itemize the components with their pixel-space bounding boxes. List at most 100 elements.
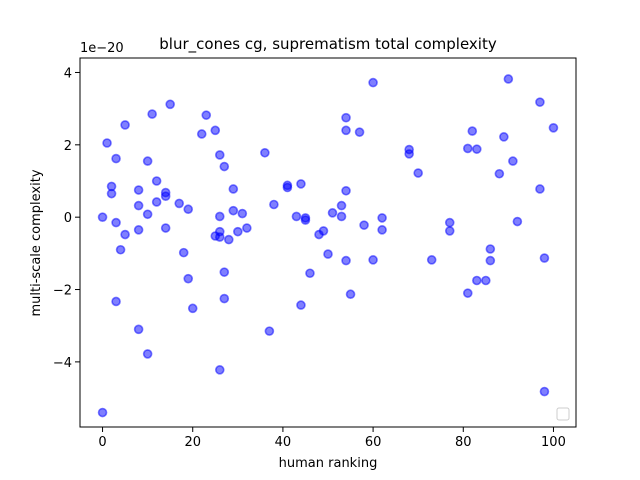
data-point <box>187 303 198 314</box>
data-point <box>404 149 414 159</box>
data-point <box>183 204 194 215</box>
data-point <box>300 215 311 225</box>
data-point <box>111 153 121 164</box>
data-point <box>539 253 550 263</box>
data-point <box>165 99 175 110</box>
y-tick-label: −2 <box>53 284 72 299</box>
data-point <box>97 212 108 222</box>
data-point <box>219 293 230 304</box>
data-point <box>151 197 162 207</box>
data-point <box>318 226 329 236</box>
data-point <box>444 217 455 228</box>
data-point <box>508 156 518 166</box>
data-point <box>535 184 545 194</box>
data-point <box>183 273 194 284</box>
data-point <box>282 182 293 193</box>
data-point <box>413 168 423 178</box>
data-point <box>471 144 482 154</box>
data-point <box>115 244 126 255</box>
data-point <box>471 275 482 286</box>
data-point <box>462 288 473 298</box>
data-point <box>178 247 189 258</box>
data-point <box>133 225 144 235</box>
data-point <box>512 216 523 227</box>
legend-box <box>556 407 570 421</box>
data-point <box>327 208 338 218</box>
data-point <box>106 188 117 199</box>
data-point <box>467 126 478 136</box>
data-point <box>296 300 306 310</box>
data-point <box>264 326 275 336</box>
data-point <box>377 225 387 235</box>
x-axis-ticks: 0 20 40 60 80 100 <box>98 427 566 450</box>
data-point <box>260 147 270 158</box>
data-point <box>111 296 121 307</box>
y-tick-label: 2 <box>64 139 72 154</box>
data-point <box>111 217 121 228</box>
data-point <box>336 200 347 211</box>
data-point <box>214 365 225 375</box>
data-point <box>224 234 234 245</box>
data-point <box>269 199 279 210</box>
data-point <box>147 109 157 119</box>
data-point <box>214 150 225 160</box>
data-point <box>120 120 130 130</box>
data-point <box>228 184 239 194</box>
data-point <box>499 132 509 142</box>
data-point <box>237 208 248 219</box>
data-point <box>341 112 351 123</box>
data-point <box>539 386 550 397</box>
data-point <box>133 185 144 195</box>
data-point <box>368 77 378 88</box>
data-point <box>228 205 239 216</box>
data-point <box>142 349 153 359</box>
data-point <box>102 138 112 148</box>
data-point <box>485 255 496 266</box>
data-point <box>359 220 369 230</box>
data-point <box>485 244 496 254</box>
x-tick-label: 80 <box>455 435 472 450</box>
data-point <box>214 211 225 222</box>
y-axis-offset-label: 1e−20 <box>80 41 124 56</box>
data-point <box>481 275 491 286</box>
data-point <box>444 226 455 236</box>
data-point <box>242 223 252 233</box>
data-point <box>354 127 365 137</box>
data-point <box>196 129 207 139</box>
data-point <box>305 268 315 279</box>
plot-area <box>80 58 576 427</box>
data-point <box>426 255 437 265</box>
data-point <box>174 198 184 209</box>
data-point <box>219 161 230 172</box>
data-point <box>341 185 351 196</box>
y-tick-label: 4 <box>64 66 72 81</box>
data-point <box>291 211 302 222</box>
data-point <box>120 229 130 240</box>
data-point <box>160 223 171 233</box>
data-point <box>142 209 153 220</box>
data-point <box>377 213 387 223</box>
x-tick-label: 100 <box>541 435 566 450</box>
data-point <box>133 324 144 335</box>
data-point <box>219 267 230 277</box>
data-point <box>494 168 505 179</box>
y-tick-label: −4 <box>53 356 72 371</box>
data-point <box>336 211 347 222</box>
data-point <box>142 156 153 166</box>
data-point <box>503 74 514 84</box>
data-point <box>160 191 171 201</box>
data-point <box>345 289 356 300</box>
data-point <box>323 249 333 259</box>
x-tick-label: 0 <box>98 435 106 450</box>
points-layer <box>97 74 559 418</box>
data-point <box>201 110 212 120</box>
data-point <box>233 226 243 237</box>
data-point <box>133 200 144 211</box>
data-point <box>210 125 221 136</box>
data-point <box>296 179 306 189</box>
x-tick-label: 60 <box>365 435 382 450</box>
data-point <box>535 97 545 107</box>
data-point <box>462 143 473 154</box>
